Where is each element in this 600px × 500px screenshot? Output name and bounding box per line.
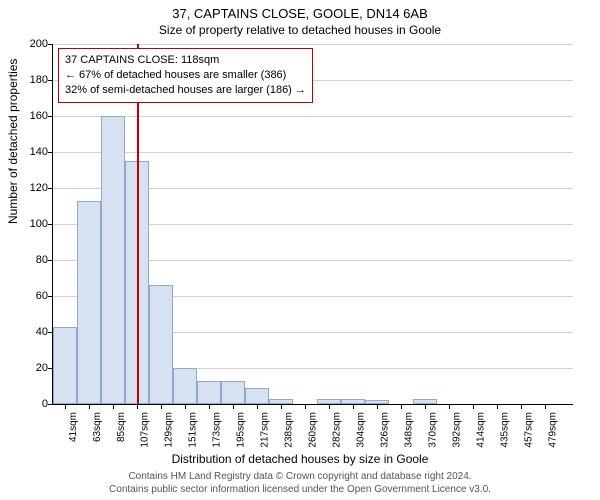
- x-tick: [113, 404, 114, 409]
- x-axis-label: Distribution of detached houses by size …: [0, 452, 600, 466]
- x-tick: [257, 404, 258, 409]
- y-tick: [48, 44, 53, 45]
- histogram-bar: [101, 116, 125, 404]
- annotation-line: ← 67% of detached houses are smaller (38…: [65, 68, 306, 83]
- y-tick-label: 40: [8, 326, 48, 338]
- x-tick-label: 326sqm: [380, 412, 391, 448]
- x-tick: [161, 404, 162, 409]
- x-tick: [521, 404, 522, 409]
- x-tick-label: 435sqm: [500, 412, 511, 448]
- x-tick-label: 107sqm: [140, 412, 151, 448]
- grid-line: [53, 116, 573, 117]
- y-tick: [48, 296, 53, 297]
- y-tick: [48, 152, 53, 153]
- page-subtitle: Size of property relative to detached ho…: [0, 23, 600, 37]
- x-tick: [89, 404, 90, 409]
- y-tick-label: 20: [8, 362, 48, 374]
- x-tick: [353, 404, 354, 409]
- x-tick: [185, 404, 186, 409]
- x-tick: [473, 404, 474, 409]
- histogram-bar: [149, 285, 173, 404]
- annotation-box: 37 CAPTAINS CLOSE: 118sqm ← 67% of detac…: [58, 48, 313, 103]
- histogram-bar: [221, 381, 245, 404]
- y-tick-label: 160: [8, 110, 48, 122]
- x-tick: [377, 404, 378, 409]
- x-tick-label: 63sqm: [92, 412, 103, 442]
- x-tick: [209, 404, 210, 409]
- x-tick-label: 392sqm: [452, 412, 463, 448]
- x-tick-label: 260sqm: [308, 412, 319, 448]
- x-tick: [329, 404, 330, 409]
- x-tick-label: 217sqm: [260, 412, 271, 448]
- x-tick-label: 129sqm: [164, 412, 175, 448]
- y-tick: [48, 404, 53, 405]
- y-tick-label: 0: [8, 398, 48, 410]
- histogram-bar: [173, 368, 197, 404]
- chart-area: 37 CAPTAINS CLOSE: 118sqm ← 67% of detac…: [52, 44, 572, 404]
- footer-line: Contains HM Land Registry data © Crown c…: [0, 470, 600, 483]
- histogram-bar: [77, 201, 101, 404]
- x-tick-label: 282sqm: [332, 412, 343, 448]
- x-tick-label: 370sqm: [428, 412, 439, 448]
- annotation-line: 32% of semi-detached houses are larger (…: [65, 83, 306, 98]
- footer: Contains HM Land Registry data © Crown c…: [0, 470, 600, 496]
- page-title: 37, CAPTAINS CLOSE, GOOLE, DN14 6AB: [0, 0, 600, 21]
- x-tick: [137, 404, 138, 409]
- footer-line: Contains public sector information licen…: [0, 483, 600, 496]
- histogram-bar: [245, 388, 269, 404]
- y-tick-label: 120: [8, 182, 48, 194]
- y-tick: [48, 188, 53, 189]
- x-tick-label: 85sqm: [116, 412, 127, 442]
- y-tick: [48, 116, 53, 117]
- x-tick: [233, 404, 234, 409]
- y-tick-label: 60: [8, 290, 48, 302]
- x-tick-label: 238sqm: [284, 412, 295, 448]
- grid-line: [53, 44, 573, 45]
- grid-line: [53, 152, 573, 153]
- y-tick-label: 180: [8, 74, 48, 86]
- x-tick-label: 195sqm: [236, 412, 247, 448]
- y-tick-label: 80: [8, 254, 48, 266]
- x-tick-label: 479sqm: [548, 412, 559, 448]
- x-tick: [401, 404, 402, 409]
- y-tick-label: 140: [8, 146, 48, 158]
- annotation-line: 37 CAPTAINS CLOSE: 118sqm: [65, 53, 306, 68]
- x-tick-label: 348sqm: [404, 412, 415, 448]
- y-tick-label: 100: [8, 218, 48, 230]
- x-tick-label: 414sqm: [476, 412, 487, 448]
- histogram-bar: [197, 381, 221, 404]
- x-tick: [305, 404, 306, 409]
- y-tick: [48, 260, 53, 261]
- x-tick: [65, 404, 66, 409]
- x-tick: [425, 404, 426, 409]
- x-tick: [449, 404, 450, 409]
- y-tick: [48, 80, 53, 81]
- histogram-bar: [53, 327, 77, 404]
- x-tick-label: 41sqm: [68, 412, 79, 442]
- y-tick-label: 200: [8, 38, 48, 50]
- x-tick: [545, 404, 546, 409]
- x-tick-label: 151sqm: [188, 412, 199, 448]
- x-tick-label: 173sqm: [212, 412, 223, 448]
- x-tick: [497, 404, 498, 409]
- y-tick: [48, 224, 53, 225]
- x-tick-label: 457sqm: [524, 412, 535, 448]
- x-tick: [281, 404, 282, 409]
- x-tick-label: 304sqm: [356, 412, 367, 448]
